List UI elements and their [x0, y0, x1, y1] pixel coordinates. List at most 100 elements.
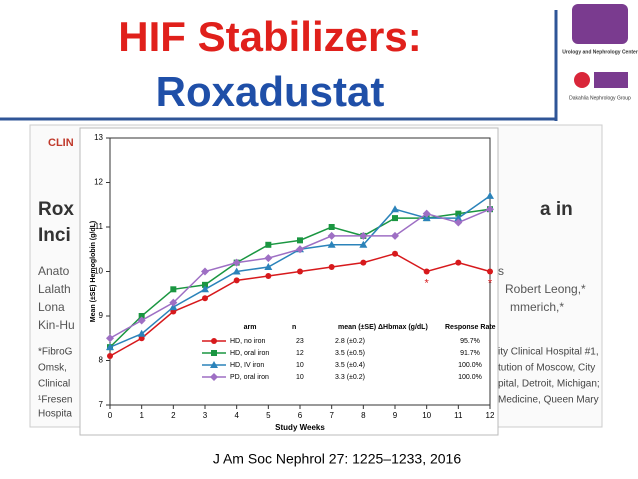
legend-cell: 12	[296, 350, 304, 357]
y-axis-label: Mean (±SE) Hemoglobin (g/dL)	[90, 221, 97, 322]
marker	[211, 338, 217, 344]
marker	[202, 295, 208, 302]
marker	[106, 334, 114, 343]
marker	[328, 224, 335, 230]
legend-cell: 10	[296, 374, 304, 381]
paper-line: a in	[540, 199, 573, 220]
paper-line: Rox	[38, 199, 74, 220]
marker	[486, 191, 494, 199]
annotation: *	[425, 277, 430, 289]
legend-cell: 3.5 (±0.5)	[335, 350, 365, 357]
paper-line: Medicine, Queen Mary	[498, 395, 599, 406]
marker	[106, 343, 114, 351]
marker	[137, 316, 146, 325]
logo-text: Urology and Nephrology Center	[562, 49, 638, 55]
marker	[210, 373, 218, 381]
marker	[137, 329, 146, 337]
x-tick-label: 8	[361, 411, 366, 420]
legend-label: HD, IV iron	[230, 362, 264, 369]
marker	[210, 361, 218, 368]
logo-text: Dakahlia Nephrology Group	[569, 95, 631, 101]
x-tick-label: 6	[298, 411, 303, 420]
paper-line: ¹Fresen	[38, 395, 72, 406]
marker	[486, 205, 494, 214]
marker	[359, 231, 368, 240]
legend-cell: 23	[296, 338, 304, 345]
paper-line: pital, Detroit, Michigan;	[498, 379, 600, 390]
logo-icon	[574, 72, 590, 88]
paper-line: tution of Moscow, City	[498, 363, 595, 374]
marker	[392, 215, 398, 222]
marker	[454, 214, 463, 222]
x-tick-label: 10	[422, 411, 431, 420]
x-tick-label: 2	[171, 411, 176, 420]
chart-image	[79, 127, 499, 436]
paper-line: Omsk,	[38, 363, 67, 374]
marker	[233, 277, 240, 284]
paper-line: CLIN	[48, 137, 74, 149]
legend-cell: 100.0%	[458, 362, 482, 369]
paper-line: mmerich,*	[510, 300, 564, 314]
marker	[264, 254, 273, 263]
marker	[360, 259, 367, 266]
x-tick-label: 4	[234, 411, 239, 420]
marker	[455, 210, 462, 217]
legend-header: Response Rate	[445, 324, 496, 331]
x-tick-label: 1	[139, 411, 144, 420]
marker	[327, 240, 336, 248]
x-tick-label: 7	[329, 411, 334, 420]
y-tick-label: 10	[94, 267, 103, 276]
marker	[454, 218, 463, 227]
marker	[138, 313, 145, 319]
paper-line: Clinical	[38, 379, 70, 390]
marker	[265, 241, 272, 248]
legend-header: n	[292, 324, 296, 331]
y-tick-label: 7	[99, 400, 104, 409]
paper-line: Inci	[38, 225, 71, 246]
marker	[359, 240, 368, 248]
logo-icon	[594, 72, 628, 88]
marker	[202, 281, 208, 288]
x-tick-label: 9	[393, 411, 398, 420]
x-axis-label: Study Weeks	[275, 423, 325, 432]
paper-line: s	[498, 264, 504, 278]
marker	[107, 353, 113, 360]
marker	[296, 245, 304, 254]
paper-line: Lona	[38, 300, 65, 314]
legend-label: HD, no iron	[230, 338, 266, 345]
legend-label: HD, oral iron	[230, 350, 269, 357]
legend-header: mean (±SE) ΔHbmax (g/dL)	[338, 324, 428, 331]
legend-cell: 2.8 (±0.2)	[335, 338, 365, 345]
logo-icon	[572, 4, 628, 44]
paper-text: CLIN Rox Inci Anato Lalath Lona Kin-Hu *FibroG O…	[38, 137, 600, 420]
paper-line: Kin-Hu	[38, 318, 75, 332]
legend-cell: 3.3 (±0.2)	[335, 374, 365, 381]
y-tick-label: 12	[94, 178, 103, 187]
marker	[422, 209, 431, 218]
y-tick-label: 8	[99, 356, 104, 365]
legend-cell: 3.5 (±0.4)	[335, 362, 365, 369]
paper-line: Hospita	[38, 409, 72, 420]
x-tick-label: 11	[454, 411, 463, 420]
marker	[392, 250, 398, 257]
marker	[423, 268, 430, 275]
y-tick-label: 11	[95, 222, 104, 231]
x-tick-label: 0	[108, 411, 113, 420]
citation: J Am Soc Nephrol 27: 1225–1233, 2016	[213, 451, 462, 467]
marker	[297, 268, 303, 275]
marker	[455, 259, 462, 266]
marker	[201, 267, 209, 276]
paper-line: ity Clinical Hospital #1,	[498, 347, 599, 358]
marker	[232, 267, 241, 275]
x-tick-label: 12	[486, 411, 495, 420]
slide-subtitle: Roxadustat	[156, 68, 385, 115]
marker	[391, 205, 399, 213]
marker	[232, 258, 241, 267]
paper-line: *FibroG	[38, 347, 73, 358]
y-tick-label: 13	[94, 133, 103, 142]
marker	[487, 268, 493, 275]
legend-cell: 10	[296, 362, 304, 369]
